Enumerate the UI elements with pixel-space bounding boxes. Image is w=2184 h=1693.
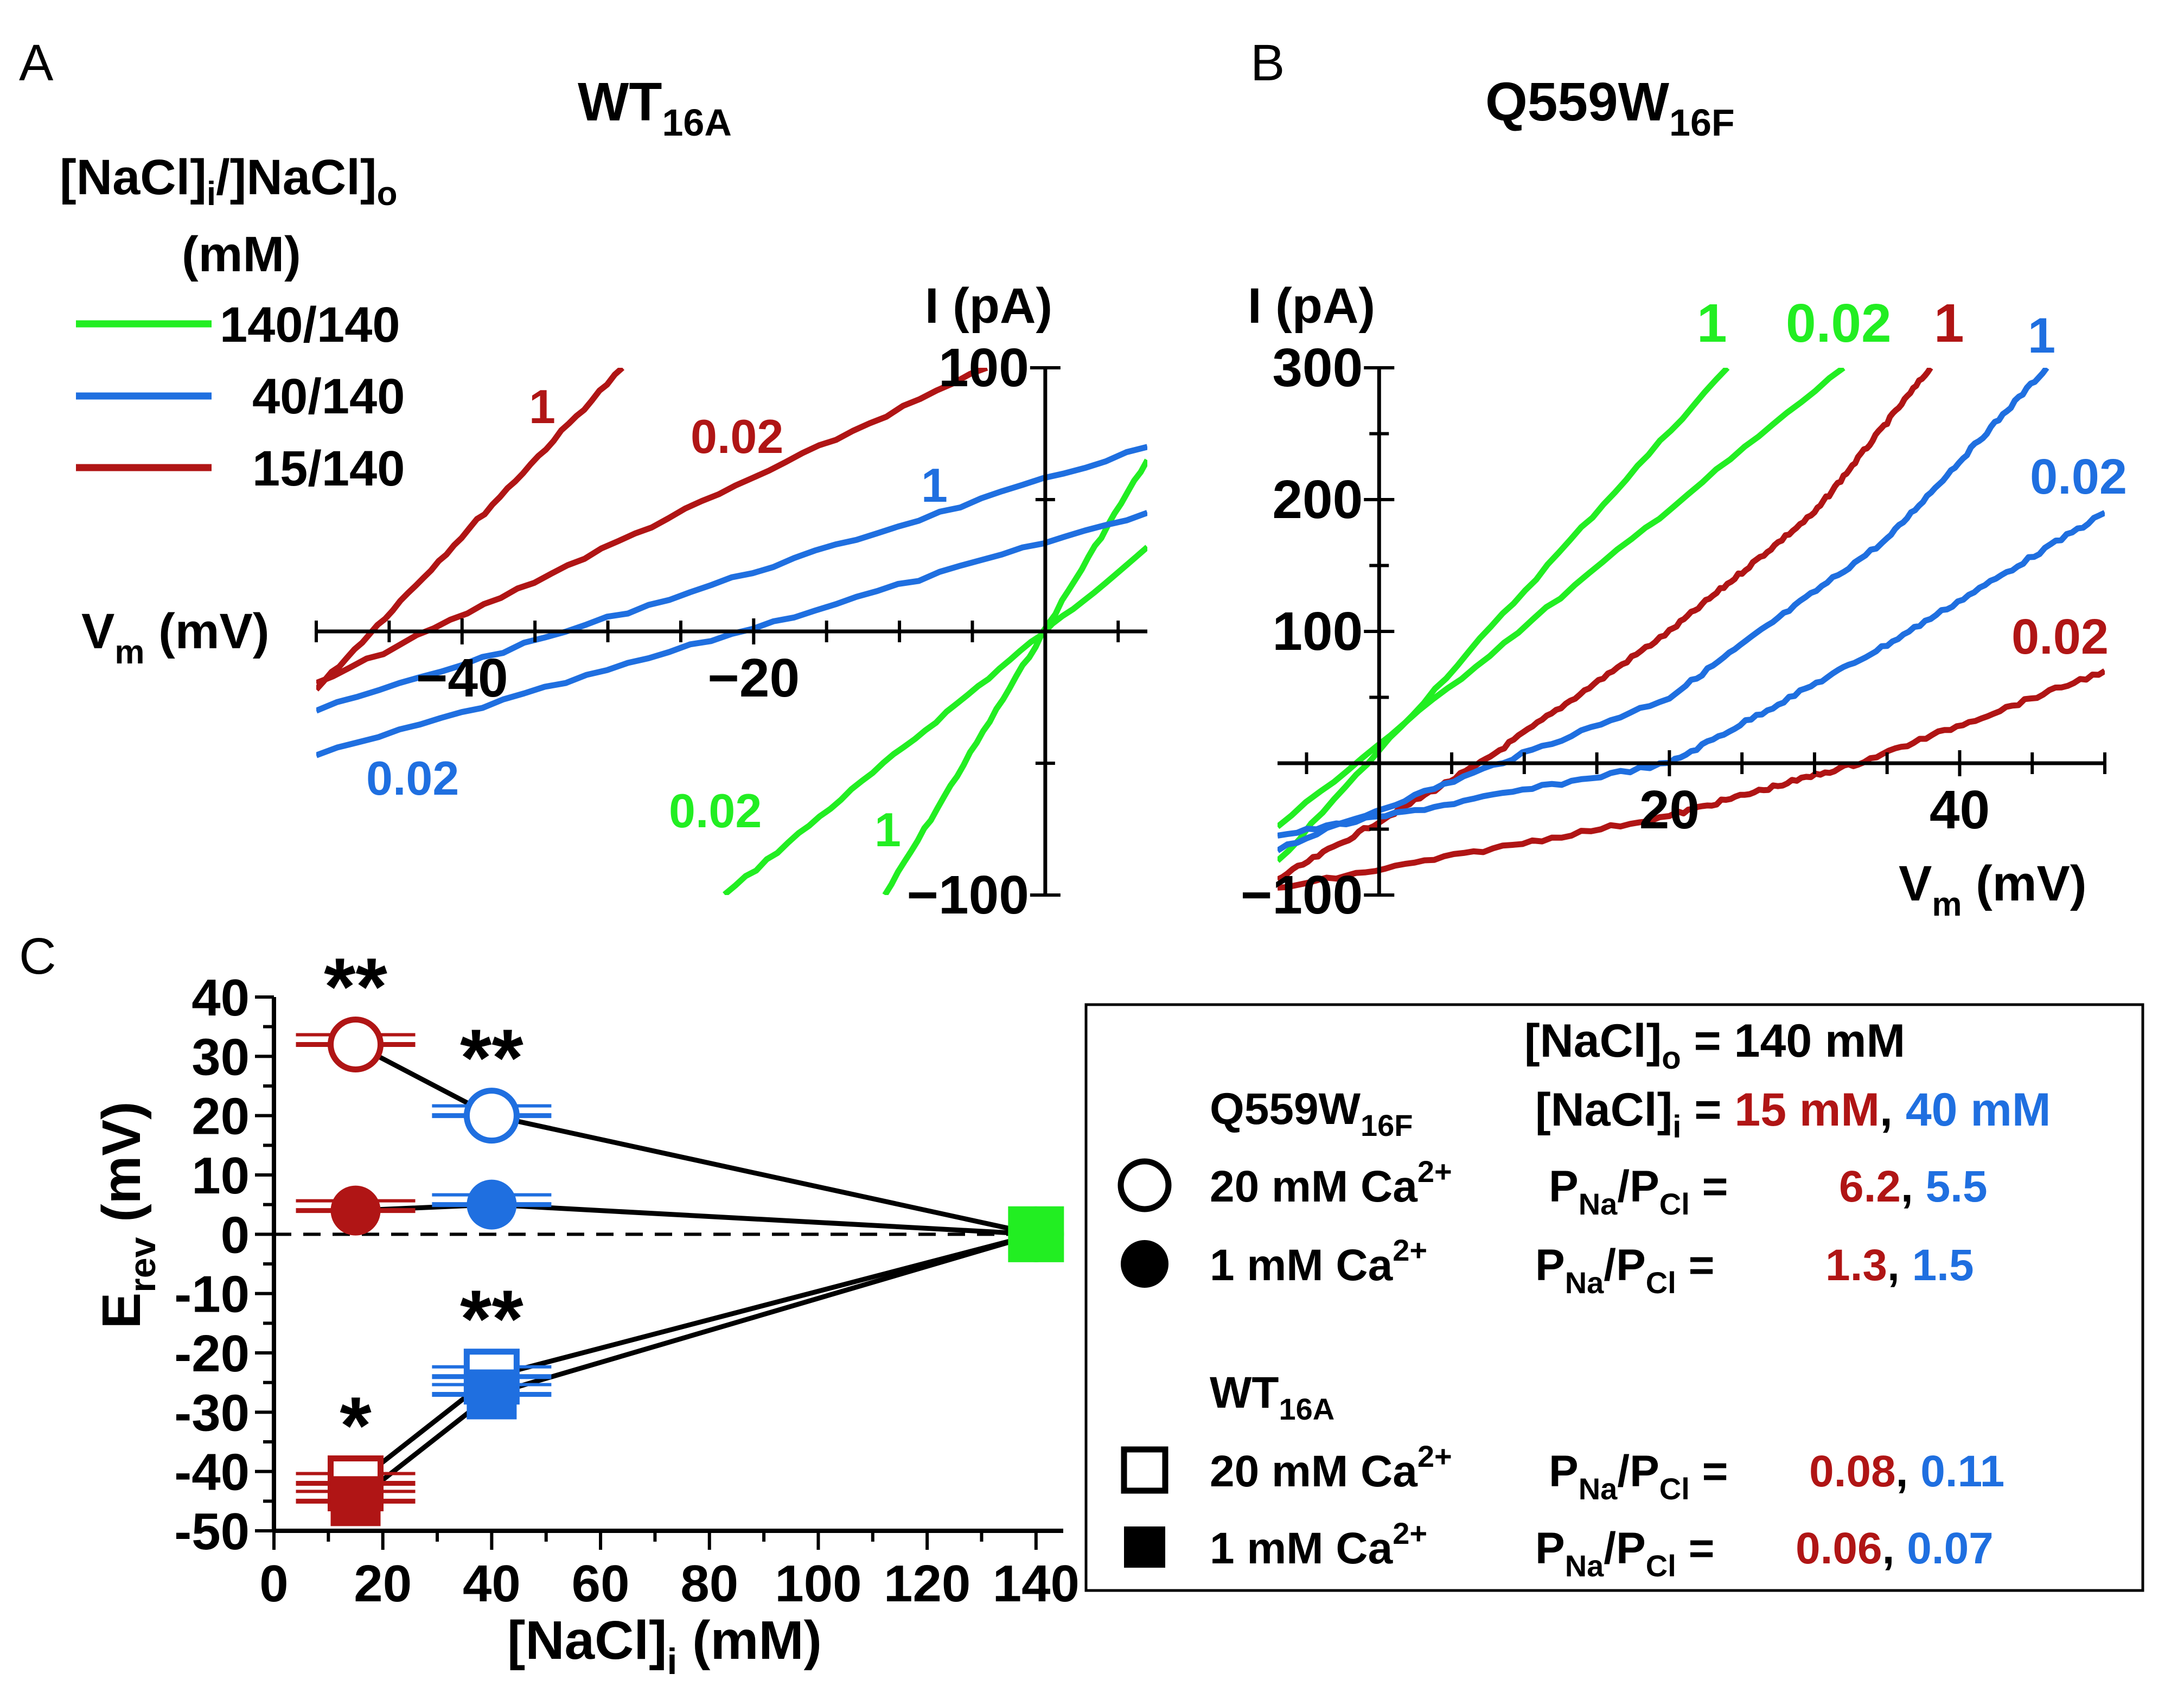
legend-marker-circle-open — [1121, 1161, 1168, 1209]
y-tick-label: -10 — [174, 1266, 250, 1324]
marker-circle-filled-40 — [467, 1180, 516, 1230]
y-tick-label: -50 — [174, 1503, 250, 1561]
legend-row-wt-20mm: 20 mM Ca2+ — [1210, 1439, 1452, 1496]
label-a-green-002: 0.02 — [669, 784, 762, 838]
legend-row-q-20mm: 20 mM Ca2+ — [1210, 1154, 1452, 1211]
background — [0, 0, 2184, 1693]
y-tick-label: -30 — [174, 1384, 250, 1442]
marker-circle-filled-15 — [331, 1186, 381, 1236]
x-tick-label: 40 — [463, 1555, 521, 1613]
y-tick-label: -40 — [174, 1443, 250, 1502]
x-tick-label: 0 — [259, 1555, 288, 1613]
x-tick-label: 140 — [993, 1555, 1080, 1613]
legend-values-q-1mm: 1.3, 1.5 — [1825, 1241, 1974, 1290]
y-tick-label: 100 — [938, 337, 1029, 398]
x-tick-label: 80 — [680, 1555, 738, 1613]
x-tick-label: 20 — [1639, 780, 1700, 840]
panel-a-ylabel: I (pA) — [925, 278, 1052, 334]
y-tick-label: 0 — [221, 1206, 250, 1264]
label-a-blue-002: 0.02 — [366, 751, 459, 805]
y-tick-label: 200 — [1272, 469, 1363, 530]
legend-label-15-140: 15/140 — [252, 441, 405, 496]
legend-label-40-140: 40/140 — [252, 369, 405, 424]
x-tick-label: −20 — [707, 648, 800, 708]
significance-stars: ** — [460, 1273, 523, 1364]
x-tick-label: −40 — [416, 648, 508, 708]
significance-stars: * — [340, 1380, 372, 1471]
marker-square-filled-15 — [331, 1476, 381, 1526]
legend-units: (mM) — [182, 227, 301, 282]
x-tick-label: 100 — [775, 1555, 861, 1613]
label-b-blue-1: 1 — [2028, 308, 2055, 363]
legend-values-wt-20mm: 0.08, 0.11 — [1809, 1447, 2004, 1496]
panel-c-label: C — [19, 928, 56, 985]
legend-marker-square-filled — [1124, 1526, 1165, 1568]
legend-nacl-i: [NaCl]i = 15 mM, 40 mM — [1535, 1084, 2051, 1145]
legend-marker-circle-filled — [1121, 1240, 1168, 1288]
legend-marker-square-filled — [1124, 1526, 1165, 1568]
y-tick-label: 10 — [191, 1147, 250, 1205]
y-tick-label: 30 — [191, 1028, 250, 1086]
legend-values-wt-1mm: 0.06, 0.07 — [1796, 1524, 1994, 1573]
x-tick-label: 120 — [884, 1555, 970, 1613]
label-b-blue-002: 0.02 — [2030, 449, 2127, 504]
x-tick-label: 20 — [354, 1555, 412, 1613]
y-tick-label: 300 — [1272, 337, 1363, 398]
label-a-blue-1: 1 — [921, 458, 948, 512]
legend-title: [NaCl]i/]NaCl]o — [60, 150, 397, 213]
y-tick-label: 100 — [1272, 601, 1363, 662]
legend-nacl-o: [NaCl]o = 140 mM — [1524, 1015, 1905, 1076]
significance-stars: ** — [460, 1012, 523, 1103]
legend-marker-circle-filled — [1121, 1240, 1168, 1288]
legend-label-140-140: 140/140 — [220, 297, 400, 353]
y-tick-label: −100 — [907, 865, 1029, 925]
panel-b-ylabel: I (pA) — [1248, 278, 1375, 334]
label-b-green-1: 1 — [1697, 293, 1727, 354]
label-b-red-002: 0.02 — [2011, 609, 2109, 665]
legend-values-q-20mm: 6.2, 5.5 — [1839, 1162, 1988, 1211]
marker-square-filled-40 — [467, 1370, 516, 1420]
x-tick-label: 60 — [572, 1555, 630, 1613]
label-a-red-1: 1 — [529, 380, 555, 433]
label-a-green-1: 1 — [874, 803, 901, 857]
marker-square-filled-140 — [1011, 1209, 1061, 1259]
label-b-green-002: 0.02 — [1786, 293, 1892, 354]
legend-marker-circle-open — [1121, 1161, 1168, 1209]
x-tick-label: 40 — [1930, 780, 1990, 840]
y-tick-label: -20 — [174, 1325, 250, 1383]
y-tick-label: 20 — [191, 1088, 250, 1146]
panel-a-label: A — [19, 34, 54, 92]
legend-marker-square-open — [1124, 1449, 1165, 1491]
significance-stars: ** — [324, 941, 387, 1032]
label-b-red-1: 1 — [1934, 293, 1964, 354]
panel-b-label: B — [1250, 34, 1285, 92]
y-tick-label: 40 — [191, 969, 250, 1027]
label-a-red-002: 0.02 — [691, 410, 783, 463]
legend-marker-square-open — [1124, 1449, 1165, 1491]
y-tick-label: −100 — [1241, 865, 1363, 925]
figure: A WT16A [NaCl]i/]NaCl]o (mM) 140/140 40/… — [0, 0, 2184, 1693]
